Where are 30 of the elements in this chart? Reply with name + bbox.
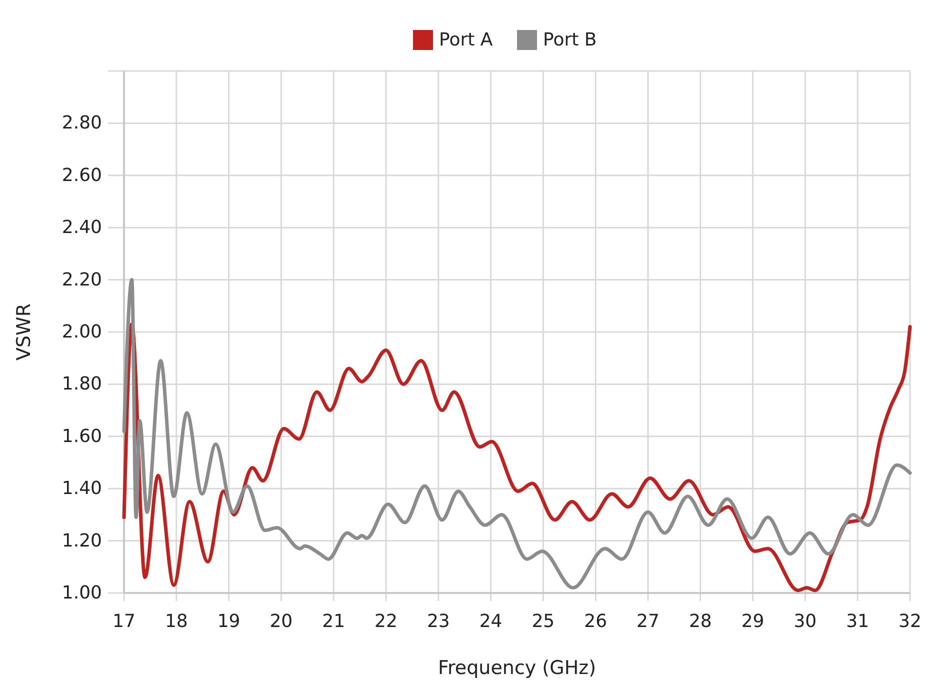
legend-label: Port B — [543, 30, 597, 50]
x-tick-label: 18 — [164, 611, 188, 632]
x-tick-label: 31 — [846, 611, 870, 632]
y-tick-label: 1.60 — [62, 426, 102, 447]
x-tick-label: 24 — [479, 611, 502, 632]
x-tick-label: 30 — [794, 611, 817, 632]
x-tick-label: 21 — [322, 611, 346, 632]
y-tick-label: 2.40 — [62, 217, 102, 238]
y-tick-label: 2.20 — [62, 269, 102, 290]
x-tick-label: 26 — [584, 611, 608, 632]
y-tick-label: 2.00 — [62, 322, 102, 342]
x-tick-label: 27 — [636, 611, 660, 632]
x-tick-label: 28 — [688, 611, 712, 632]
x-tick-label: 17 — [112, 611, 136, 632]
x-tick-label: 32 — [898, 611, 922, 632]
y-tick-label: 1.40 — [62, 478, 102, 500]
y-tick-label: 1.80 — [62, 374, 102, 395]
x-tick-label: 23 — [426, 611, 450, 632]
x-tick-label: 19 — [217, 611, 240, 632]
x-tick-label: 22 — [374, 611, 398, 632]
x-tick-label: 29 — [741, 611, 764, 632]
y-tick-label: 1.00 — [62, 582, 102, 604]
y-tick-label: 1.20 — [62, 530, 102, 552]
legend-label: Port A — [439, 30, 494, 50]
x-tick-label: 20 — [270, 611, 293, 632]
y-tick-label: 2.80 — [62, 112, 102, 134]
y-axis-title: VSWR — [13, 303, 35, 361]
y-tick-label: 2.60 — [62, 164, 102, 186]
x-tick-label: 25 — [532, 611, 555, 632]
x-axis-title: Frequency (GHz) — [438, 657, 596, 679]
